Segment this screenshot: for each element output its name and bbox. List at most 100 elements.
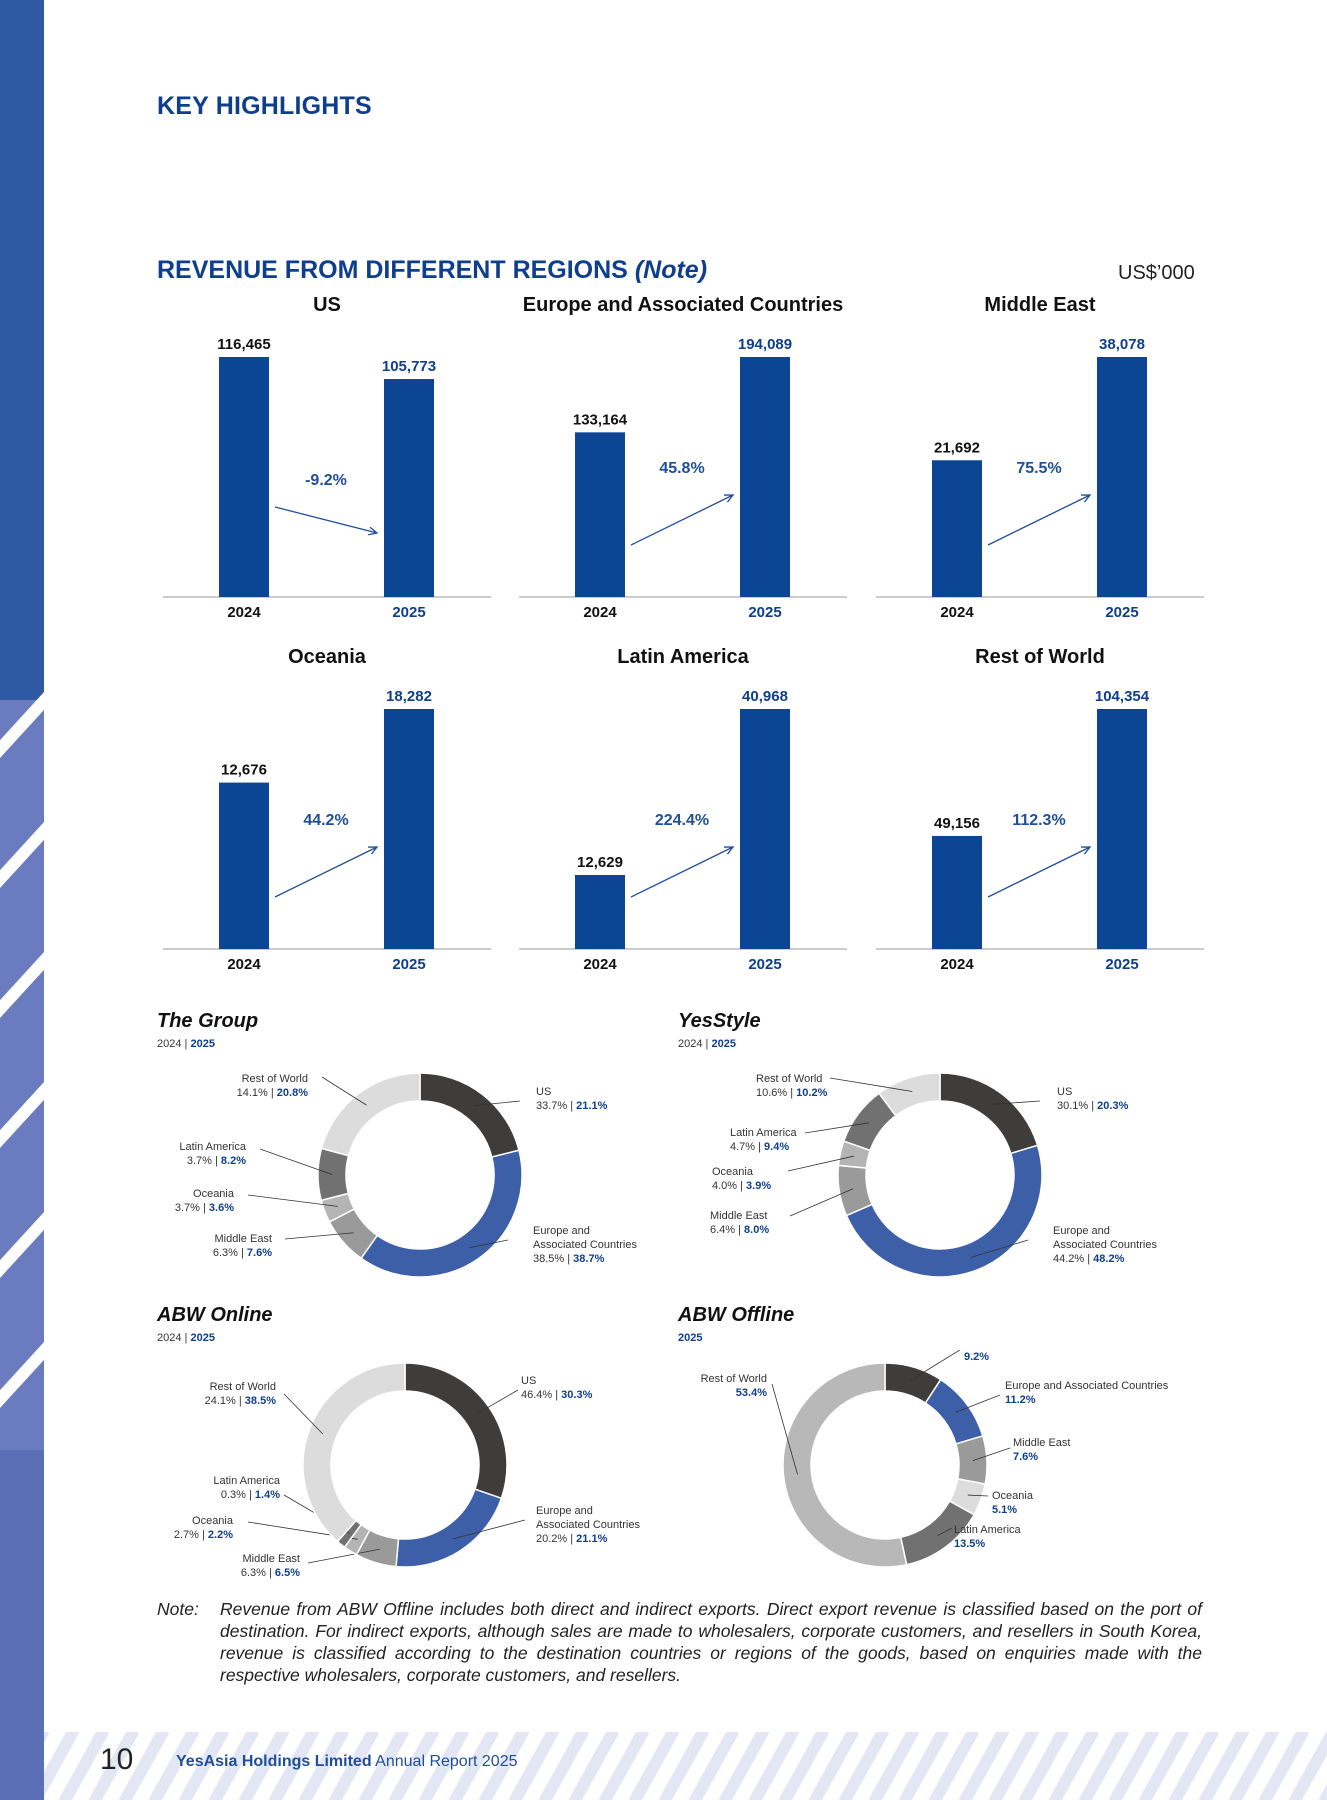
slice-label-values: 4.7% | 9.4% [730, 1141, 789, 1153]
section-title: REVENUE FROM DIFFERENT REGIONS (Note) [157, 256, 707, 285]
value-2024: 20.2% | [536, 1533, 576, 1545]
slice-label-values: 33.7% | 21.1% [536, 1100, 608, 1112]
value-2025: 53.4% [736, 1387, 767, 1399]
bar-chart-title: Europe and Associated Countries [523, 294, 843, 316]
year-2025: 2025 [190, 1038, 215, 1050]
year-2025: 2025 [711, 1038, 736, 1050]
slice-label-values: 13.5% [954, 1538, 985, 1550]
slice-label-values: 0.3% | 1.4% [221, 1489, 280, 1501]
bar-2025 [740, 709, 790, 949]
donut-slice-rest-of-world [877, 1072, 941, 1117]
footer-stripe [658, 1732, 710, 1800]
slice-label: Latin America 3.7% | 8.2% [179, 1141, 247, 1167]
bar-value-label: 38,078 [1099, 336, 1145, 353]
pie-title-abw-online: ABW Online [157, 1304, 273, 1326]
slice-label-name: Rest of World [242, 1073, 308, 1085]
value-2025: 21.1% [576, 1533, 607, 1545]
donut-chart-group: US 33.7% | 21.1% Europe and Associated Coun… [175, 1072, 637, 1278]
slice-label-name: Europe and [1053, 1225, 1110, 1237]
slice-label: Rest of World 53.4% [701, 1373, 768, 1399]
pie-years-yesstyle: 2024 | 2025 [678, 1038, 736, 1050]
bar-2025 [384, 379, 434, 597]
donut-chart-abw-online: US 46.4% | 30.3% Europe and Associated Coun… [174, 1362, 640, 1579]
value-2025: 6.5% [275, 1567, 300, 1579]
footer-stripe [538, 1732, 590, 1800]
leader-line [955, 1394, 1001, 1413]
x-tick-label: 2024 [940, 604, 974, 621]
change-arrow [987, 494, 1091, 546]
value-2024: 6.4% | [710, 1224, 744, 1236]
footer-stripe [778, 1732, 830, 1800]
footer-stripe [898, 1732, 950, 1800]
value-2024: 44.2% | [1053, 1253, 1093, 1265]
leader-line [259, 1148, 333, 1175]
donut-slice-latin-america [317, 1147, 350, 1202]
bar-chart-title: Middle East [984, 294, 1095, 316]
donut-slice-europe-and-associated-countries [395, 1488, 503, 1568]
slice-label: Rest of World 24.1% | 38.5% [205, 1381, 277, 1407]
slice-label: Rest of World 10.6% | 10.2% [756, 1073, 828, 1099]
leader-line [284, 1232, 354, 1240]
leader-line [307, 1548, 380, 1564]
slice-label: Middle East 6.3% | 6.5% [241, 1553, 300, 1579]
footer-stripe [688, 1732, 740, 1800]
footer-stripe [928, 1732, 980, 1800]
page-number: 10 [100, 1743, 134, 1776]
x-tick-label: 2024 [227, 956, 261, 973]
slice-label-name: Latin America [730, 1127, 798, 1139]
change-arrow-head [723, 494, 735, 503]
value-2025: 13.5% [954, 1538, 985, 1550]
slice-label: US 46.4% | 30.3% [521, 1375, 593, 1401]
slice-label-name: US [536, 1086, 551, 1098]
change-arrow [630, 494, 734, 546]
slice-label-values: 30.1% | 20.3% [1057, 1100, 1129, 1112]
slice-label-name: Associated Countries [1053, 1239, 1157, 1251]
value-2025: 3.6% [209, 1202, 234, 1214]
footer-stripe [208, 1732, 260, 1800]
donut-slice-europe-and-associated-countries [360, 1149, 523, 1278]
slice-label-values: 44.2% | 48.2% [1053, 1253, 1125, 1265]
slice-label-values: 20.2% | 21.1% [536, 1533, 608, 1545]
slice-label: Europe and Associated Countries 20.2% | 21… [536, 1505, 640, 1545]
slice-label-values: 11.2% [1005, 1394, 1036, 1406]
year-2025: 2025 [190, 1332, 215, 1344]
leader-line [937, 1527, 953, 1537]
footer-stripe [388, 1732, 440, 1800]
note-label: Note: [157, 1599, 199, 1619]
bar-value-label: 12,629 [577, 854, 623, 871]
bar-2024 [932, 460, 982, 597]
bar-chart-title: Oceania [288, 646, 367, 668]
slice-label-name: Middle East [710, 1210, 767, 1222]
bar-2024 [932, 835, 982, 949]
change-arrow [274, 846, 378, 898]
change-arrow-head [367, 846, 379, 855]
pie-years-group: 2024 | 2025 [157, 1038, 215, 1050]
footer-stripe [718, 1732, 770, 1800]
footer-stripe [358, 1732, 410, 1800]
bar-chart-europe: Europe and Associated Countries 133,164 20… [519, 294, 847, 621]
footer-stripe [838, 1732, 890, 1800]
slice-label-values: 3.7% | 8.2% [187, 1155, 246, 1167]
footer-stripe [178, 1732, 230, 1800]
year-2024: 2024 [157, 1038, 182, 1050]
note-text: Revenue from ABW Offline includes both d… [220, 1599, 1202, 1685]
footer-stripe [508, 1732, 560, 1800]
footer-stripe [808, 1732, 860, 1800]
slice-label: US9.2% [964, 1351, 989, 1363]
footer-stripe [44, 1732, 80, 1797]
leader-line [469, 1239, 509, 1249]
leader-line [247, 1194, 338, 1207]
value-2025: 2.2% [208, 1529, 233, 1541]
change-arrow-head [1080, 846, 1092, 855]
footer-stripe [418, 1732, 470, 1800]
footer-stripe [1228, 1732, 1280, 1800]
bar-2025 [384, 709, 434, 949]
footer-stripe [1048, 1732, 1100, 1800]
change-arrow [987, 846, 1091, 898]
slice-label: Oceania 3.7% | 3.6% [175, 1188, 235, 1214]
x-tick-label: 2024 [940, 956, 974, 973]
value-2024: 2.7% | [174, 1529, 208, 1541]
change-percent-label: 44.2% [303, 812, 348, 829]
slice-label: Oceania 5.1% [992, 1490, 1034, 1516]
value-2024: 6.3% | [213, 1247, 247, 1259]
